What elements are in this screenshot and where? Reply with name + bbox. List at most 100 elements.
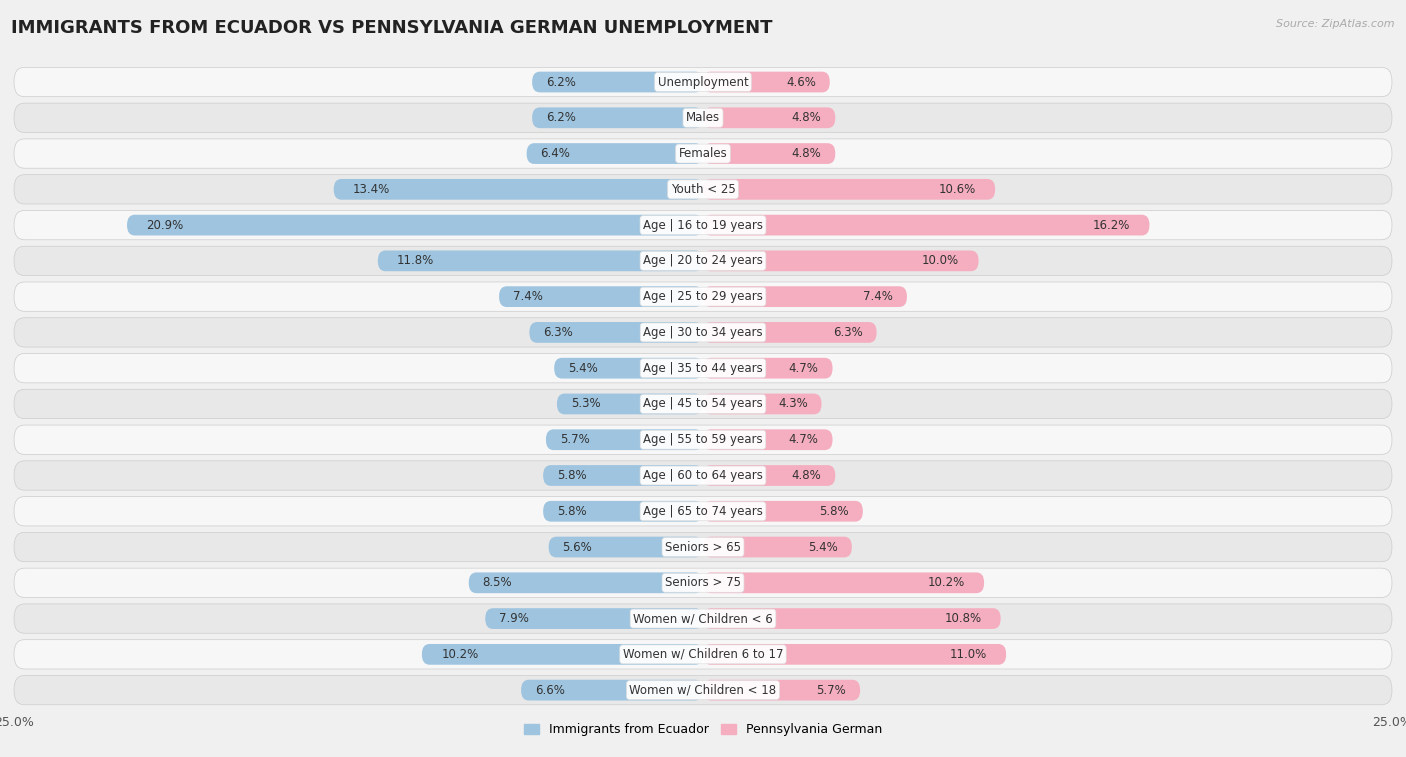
Text: 7.4%: 7.4% (513, 290, 543, 303)
Text: Age | 20 to 24 years: Age | 20 to 24 years (643, 254, 763, 267)
Text: 5.3%: 5.3% (571, 397, 600, 410)
FancyBboxPatch shape (14, 67, 1392, 97)
Text: 11.0%: 11.0% (949, 648, 987, 661)
Text: Age | 16 to 19 years: Age | 16 to 19 years (643, 219, 763, 232)
FancyBboxPatch shape (14, 675, 1392, 705)
FancyBboxPatch shape (703, 358, 832, 378)
Text: 16.2%: 16.2% (1092, 219, 1130, 232)
Text: Age | 25 to 29 years: Age | 25 to 29 years (643, 290, 763, 303)
FancyBboxPatch shape (530, 322, 703, 343)
FancyBboxPatch shape (703, 322, 876, 343)
FancyBboxPatch shape (14, 640, 1392, 669)
Text: 5.4%: 5.4% (808, 540, 838, 553)
FancyBboxPatch shape (522, 680, 703, 700)
FancyBboxPatch shape (14, 210, 1392, 240)
FancyBboxPatch shape (703, 143, 835, 164)
Text: Females: Females (679, 147, 727, 160)
FancyBboxPatch shape (703, 179, 995, 200)
FancyBboxPatch shape (703, 107, 835, 128)
FancyBboxPatch shape (14, 569, 1392, 597)
FancyBboxPatch shape (14, 389, 1392, 419)
Text: IMMIGRANTS FROM ECUADOR VS PENNSYLVANIA GERMAN UNEMPLOYMENT: IMMIGRANTS FROM ECUADOR VS PENNSYLVANIA … (11, 19, 773, 37)
FancyBboxPatch shape (14, 604, 1392, 634)
FancyBboxPatch shape (499, 286, 703, 307)
FancyBboxPatch shape (127, 215, 703, 235)
Text: 6.2%: 6.2% (546, 111, 576, 124)
Text: 4.7%: 4.7% (789, 433, 818, 446)
Text: 10.2%: 10.2% (928, 576, 965, 589)
FancyBboxPatch shape (703, 429, 832, 450)
FancyBboxPatch shape (378, 251, 703, 271)
Text: 4.8%: 4.8% (792, 469, 821, 482)
FancyBboxPatch shape (557, 394, 703, 414)
Text: Women w/ Children < 6: Women w/ Children < 6 (633, 612, 773, 625)
Text: Age | 60 to 64 years: Age | 60 to 64 years (643, 469, 763, 482)
FancyBboxPatch shape (422, 644, 703, 665)
Text: 11.8%: 11.8% (396, 254, 434, 267)
FancyBboxPatch shape (703, 644, 1007, 665)
FancyBboxPatch shape (703, 286, 907, 307)
Text: 6.3%: 6.3% (543, 326, 572, 339)
Text: 7.4%: 7.4% (863, 290, 893, 303)
FancyBboxPatch shape (703, 251, 979, 271)
Text: 10.6%: 10.6% (939, 183, 976, 196)
Text: 6.4%: 6.4% (540, 147, 571, 160)
Text: 6.3%: 6.3% (834, 326, 863, 339)
Text: Unemployment: Unemployment (658, 76, 748, 89)
Text: Age | 65 to 74 years: Age | 65 to 74 years (643, 505, 763, 518)
FancyBboxPatch shape (531, 107, 703, 128)
Text: Age | 45 to 54 years: Age | 45 to 54 years (643, 397, 763, 410)
Text: 20.9%: 20.9% (146, 219, 184, 232)
Text: 4.8%: 4.8% (792, 147, 821, 160)
Text: 10.0%: 10.0% (922, 254, 959, 267)
Text: 4.6%: 4.6% (786, 76, 815, 89)
Text: Seniors > 65: Seniors > 65 (665, 540, 741, 553)
Text: 10.8%: 10.8% (945, 612, 981, 625)
Text: Youth < 25: Youth < 25 (671, 183, 735, 196)
FancyBboxPatch shape (14, 354, 1392, 383)
Text: 5.8%: 5.8% (557, 505, 586, 518)
FancyBboxPatch shape (703, 501, 863, 522)
FancyBboxPatch shape (703, 72, 830, 92)
Text: 5.7%: 5.7% (817, 684, 846, 696)
Text: 5.8%: 5.8% (557, 469, 586, 482)
FancyBboxPatch shape (14, 425, 1392, 454)
Text: Age | 55 to 59 years: Age | 55 to 59 years (643, 433, 763, 446)
Text: Age | 30 to 34 years: Age | 30 to 34 years (643, 326, 763, 339)
FancyBboxPatch shape (333, 179, 703, 200)
FancyBboxPatch shape (546, 429, 703, 450)
FancyBboxPatch shape (703, 572, 984, 593)
Text: 5.4%: 5.4% (568, 362, 598, 375)
FancyBboxPatch shape (14, 461, 1392, 491)
FancyBboxPatch shape (554, 358, 703, 378)
Text: Women w/ Children < 18: Women w/ Children < 18 (630, 684, 776, 696)
FancyBboxPatch shape (703, 608, 1001, 629)
FancyBboxPatch shape (14, 318, 1392, 347)
FancyBboxPatch shape (485, 608, 703, 629)
Text: Age | 35 to 44 years: Age | 35 to 44 years (643, 362, 763, 375)
Text: 8.5%: 8.5% (482, 576, 512, 589)
FancyBboxPatch shape (703, 215, 1150, 235)
FancyBboxPatch shape (14, 175, 1392, 204)
FancyBboxPatch shape (548, 537, 703, 557)
FancyBboxPatch shape (14, 103, 1392, 132)
Text: 5.6%: 5.6% (562, 540, 592, 553)
FancyBboxPatch shape (543, 465, 703, 486)
FancyBboxPatch shape (703, 465, 835, 486)
Text: 6.6%: 6.6% (534, 684, 565, 696)
Text: 10.2%: 10.2% (441, 648, 478, 661)
FancyBboxPatch shape (14, 497, 1392, 526)
FancyBboxPatch shape (14, 282, 1392, 311)
Text: Seniors > 75: Seniors > 75 (665, 576, 741, 589)
FancyBboxPatch shape (703, 394, 821, 414)
Text: 5.8%: 5.8% (820, 505, 849, 518)
Legend: Immigrants from Ecuador, Pennsylvania German: Immigrants from Ecuador, Pennsylvania Ge… (519, 718, 887, 741)
FancyBboxPatch shape (527, 143, 703, 164)
Text: 4.7%: 4.7% (789, 362, 818, 375)
Text: Source: ZipAtlas.com: Source: ZipAtlas.com (1277, 19, 1395, 29)
Text: 5.7%: 5.7% (560, 433, 589, 446)
Text: 13.4%: 13.4% (353, 183, 391, 196)
Text: 4.8%: 4.8% (792, 111, 821, 124)
Text: Women w/ Children 6 to 17: Women w/ Children 6 to 17 (623, 648, 783, 661)
FancyBboxPatch shape (543, 501, 703, 522)
